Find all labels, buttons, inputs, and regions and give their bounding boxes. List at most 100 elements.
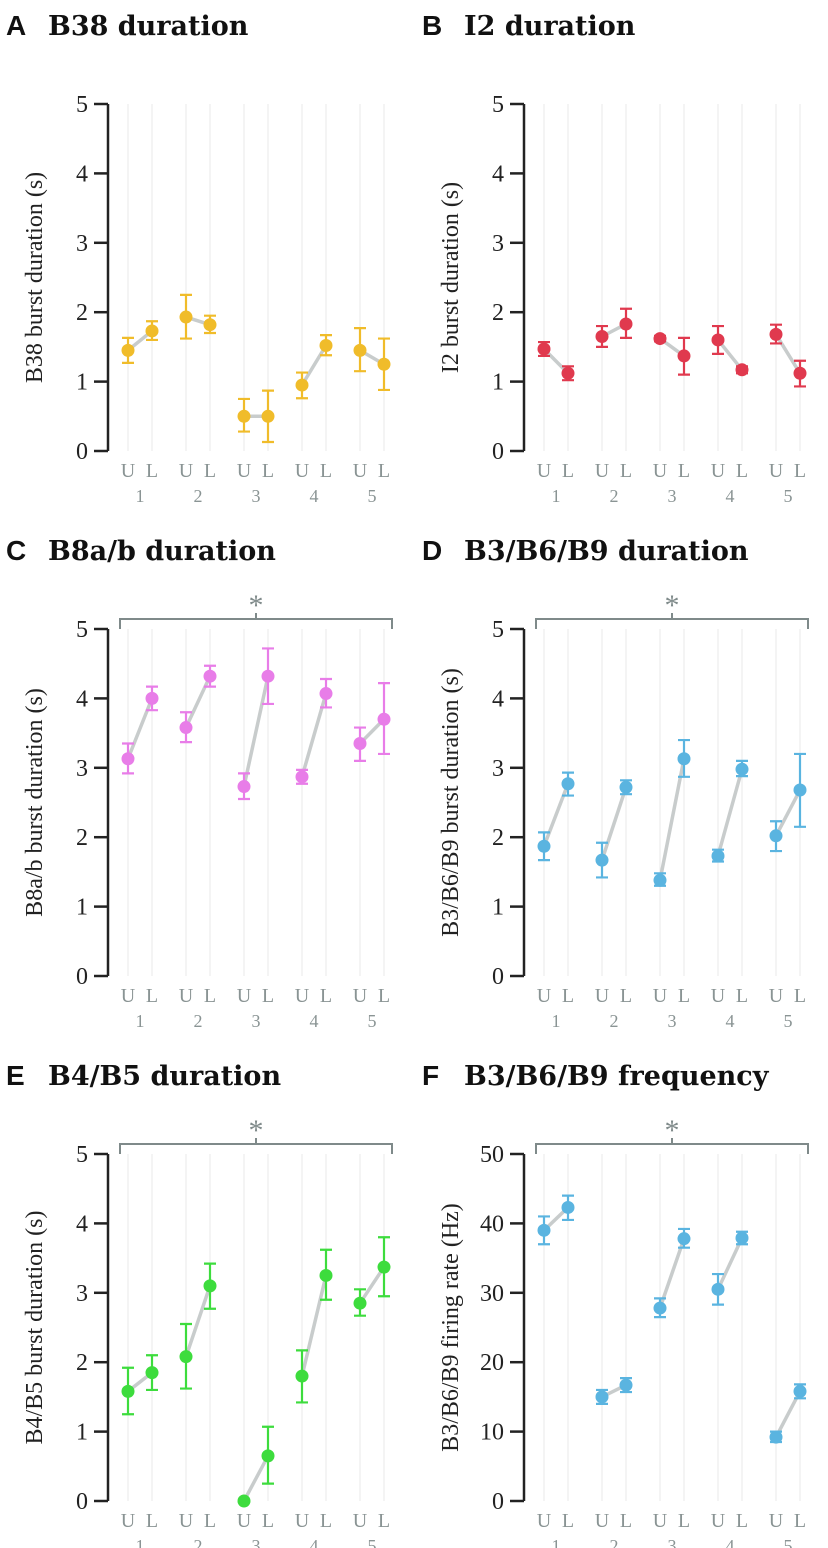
y-tick-label: 2 (492, 300, 504, 326)
x-group-label: 3 (252, 1536, 261, 1548)
y-tick-label: 1 (76, 895, 88, 921)
x-condition-label: U (237, 1510, 252, 1532)
x-group-label: 1 (552, 1536, 561, 1548)
x-condition-label: L (204, 460, 216, 482)
panel-title: I2 duration (464, 11, 636, 42)
x-condition-label: U (769, 460, 784, 482)
pair-connector-line (184, 675, 212, 729)
x-condition-label: U (295, 460, 310, 482)
x-condition-label: U (295, 985, 310, 1007)
data-point (237, 409, 251, 423)
y-tick-label: 3 (492, 231, 504, 257)
x-condition-label: U (711, 985, 726, 1007)
significance-bracket (535, 613, 809, 629)
data-point (145, 1366, 159, 1380)
x-condition-label: L (678, 1510, 690, 1532)
panel-title: B38 duration (48, 11, 249, 42)
pair-connector-line (358, 1266, 386, 1305)
x-condition-label: L (204, 1510, 216, 1532)
y-tick-label: 2 (492, 825, 504, 851)
panel-b: B I2 duration 0 1 2 3 4 5 I2 burst duration (s) U… (422, 10, 807, 506)
x-condition-label: L (204, 985, 216, 1007)
x-condition-label: L (620, 1510, 632, 1532)
y-tick-label: 0 (76, 439, 88, 465)
y-tick-label: 5 (76, 92, 88, 118)
data-point (261, 1449, 275, 1463)
y-tick-label: 5 (76, 1142, 88, 1168)
data-point (295, 770, 309, 784)
data-point (261, 409, 275, 423)
x-group-label: 2 (194, 1536, 203, 1548)
data-point (261, 669, 275, 683)
y-tick-label: 2 (76, 825, 88, 851)
x-group-label: 5 (784, 486, 793, 506)
x-group-label: 5 (784, 1011, 793, 1031)
x-condition-label: L (378, 1510, 390, 1532)
x-condition-label: L (378, 460, 390, 482)
panel-c: C B8a/b duration 0 1 2 3 4 5 B8a/b burst duratio… (6, 535, 393, 1031)
x-condition-label: L (736, 985, 748, 1007)
significance-marker: * (249, 1114, 264, 1147)
x-group-label: 2 (610, 486, 619, 506)
x-group-label: 5 (784, 1536, 793, 1548)
data-point (121, 343, 135, 357)
x-condition-label: L (320, 1510, 332, 1532)
data-point (377, 357, 391, 371)
y-tick-label: 1 (76, 1420, 88, 1446)
x-group-label: 1 (136, 1011, 145, 1031)
significance-bracket (119, 1138, 393, 1154)
y-axis-label: B8a/b burst duration (s) (22, 688, 48, 917)
x-condition-label: L (146, 985, 158, 1007)
y-tick-label: 3 (76, 756, 88, 782)
x-group-label: 3 (668, 1536, 677, 1548)
y-tick-label: 0 (492, 964, 504, 990)
y-tick-label: 3 (76, 1281, 88, 1307)
x-condition-label: L (620, 460, 632, 482)
y-tick-label: 4 (76, 161, 88, 187)
data-point (653, 1301, 667, 1315)
data-point (653, 332, 667, 346)
pair-connector-line (716, 1237, 744, 1291)
y-tick-label: 30 (480, 1281, 504, 1307)
x-condition-label: L (146, 1510, 158, 1532)
x-condition-label: L (262, 985, 274, 1007)
x-condition-label: L (736, 460, 748, 482)
x-condition-label: U (769, 985, 784, 1007)
data-point (237, 1494, 251, 1508)
x-group-label: 5 (368, 1536, 377, 1548)
data-point (793, 1384, 807, 1398)
data-point (319, 687, 333, 701)
y-tick-label: 1 (492, 895, 504, 921)
y-tick-label: 3 (492, 756, 504, 782)
data-point (769, 829, 783, 843)
y-tick-label: 4 (76, 1211, 88, 1237)
data-point (121, 1384, 135, 1398)
data-point (353, 737, 367, 751)
y-tick-label: 50 (480, 1142, 504, 1168)
panel-letter: E (6, 1060, 25, 1091)
x-condition-label: U (179, 1510, 194, 1532)
panel-f: F B3/B6/B9 frequency 0 10 20 30 40 50 B3/B6/B9 f… (422, 1060, 809, 1548)
x-condition-label: U (537, 985, 552, 1007)
y-tick-label: 0 (492, 439, 504, 465)
panel-title: B8a/b duration (48, 536, 276, 567)
pair-connector-line (658, 758, 686, 881)
x-condition-label: U (595, 985, 610, 1007)
y-tick-label: 0 (76, 964, 88, 990)
y-axis-label: I2 burst duration (s) (438, 182, 464, 373)
data-point (711, 1282, 725, 1296)
panel-letter: B (422, 10, 442, 41)
data-point (561, 1200, 575, 1214)
y-tick-label: 20 (480, 1350, 504, 1376)
y-tick-label: 1 (76, 370, 88, 396)
data-point (319, 1268, 333, 1282)
data-point (677, 349, 691, 363)
x-condition-label: U (711, 1510, 726, 1532)
significance-marker: * (249, 589, 264, 622)
y-tick-label: 2 (76, 300, 88, 326)
data-point (653, 873, 667, 887)
data-point (595, 329, 609, 343)
data-point (537, 839, 551, 853)
data-point (145, 324, 159, 338)
